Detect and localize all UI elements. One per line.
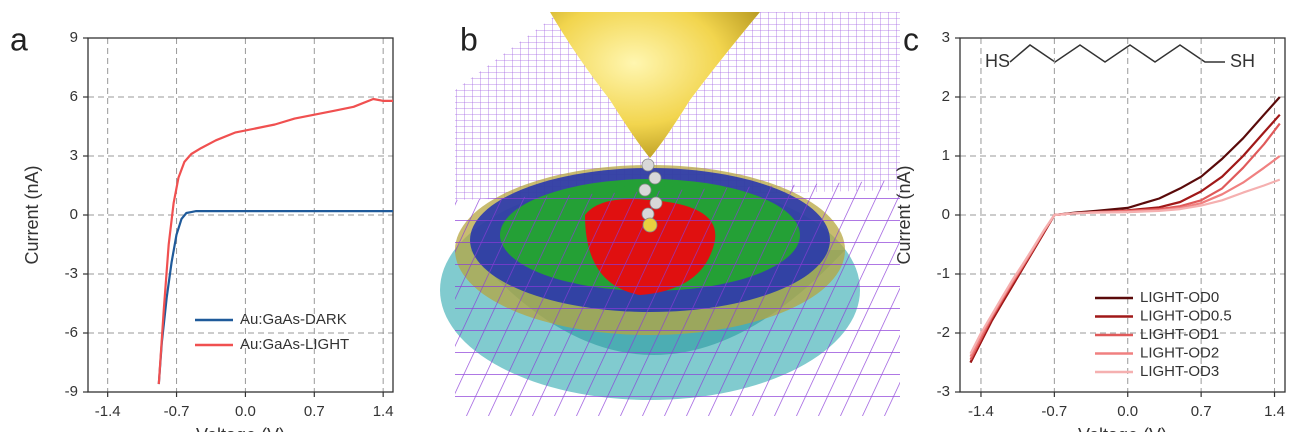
molecule-skeleton (1009, 44, 1225, 63)
y-tick-label: -3 (65, 265, 78, 282)
y-tick-label: -6 (65, 324, 78, 341)
x-tick-label: 1.4 (373, 403, 394, 420)
y-tick-label: 2 (942, 88, 950, 105)
panel-label: b (460, 21, 478, 57)
x-axis-label: Voltage (V) (1078, 425, 1167, 432)
legend-label: LIGHT-OD1 (1140, 326, 1219, 343)
series-line (969, 178, 1281, 355)
legend-label: LIGHT-OD0 (1140, 289, 1219, 306)
y-tick-label: 3 (942, 29, 950, 46)
legend-label: LIGHT-OD2 (1140, 344, 1219, 361)
series-line (969, 96, 1281, 363)
y-axis-label: Current (nA) (894, 165, 914, 264)
annotation: HS (985, 51, 1010, 71)
annotation: SH (1230, 51, 1255, 71)
y-tick-label: -9 (65, 383, 78, 400)
y-tick-label: 1 (942, 147, 950, 164)
x-tick-label: 0.7 (304, 403, 325, 420)
legend-label: Au:GaAs-LIGHT (240, 336, 349, 353)
y-tick-label: 6 (70, 88, 78, 105)
x-tick-label: 0.0 (235, 403, 256, 420)
y-tick-label: 3 (70, 147, 78, 164)
x-tick-label: -1.4 (95, 403, 121, 420)
y-axis-label: Current (nA) (22, 165, 42, 264)
series-line (157, 97, 393, 385)
legend-label: Au:GaAs-DARK (240, 311, 347, 328)
molecule (638, 158, 663, 233)
x-tick-label: 1.4 (1264, 403, 1285, 420)
series-line (969, 155, 1281, 358)
legend-label: LIGHT-OD3 (1140, 363, 1219, 380)
y-tick-label: -1 (937, 265, 950, 282)
illustration (440, 12, 900, 416)
x-tick-label: 0.7 (1191, 403, 1212, 420)
near-grid-plane (455, 180, 900, 416)
legend-label: LIGHT-OD0.5 (1140, 307, 1232, 324)
panel-label: a (10, 21, 28, 57)
series-line (969, 113, 1281, 363)
x-tick-label: -1.4 (968, 403, 994, 420)
y-tick-label: 0 (70, 206, 78, 223)
x-tick-label: -0.7 (164, 403, 190, 420)
x-tick-label: -0.7 (1041, 403, 1067, 420)
y-tick-label: -2 (937, 324, 950, 341)
plot-frame (87, 37, 394, 393)
x-tick-label: 0.0 (1117, 403, 1138, 420)
series-line (969, 122, 1281, 361)
y-tick-label: 0 (942, 206, 950, 223)
y-tick-label: -3 (937, 383, 950, 400)
tip (550, 12, 760, 158)
panel-label: c (903, 21, 919, 57)
plot-frame (959, 37, 1286, 393)
x-axis-label: Voltage (V) (196, 425, 285, 432)
y-tick-label: 9 (70, 29, 78, 46)
series-line (157, 210, 393, 385)
